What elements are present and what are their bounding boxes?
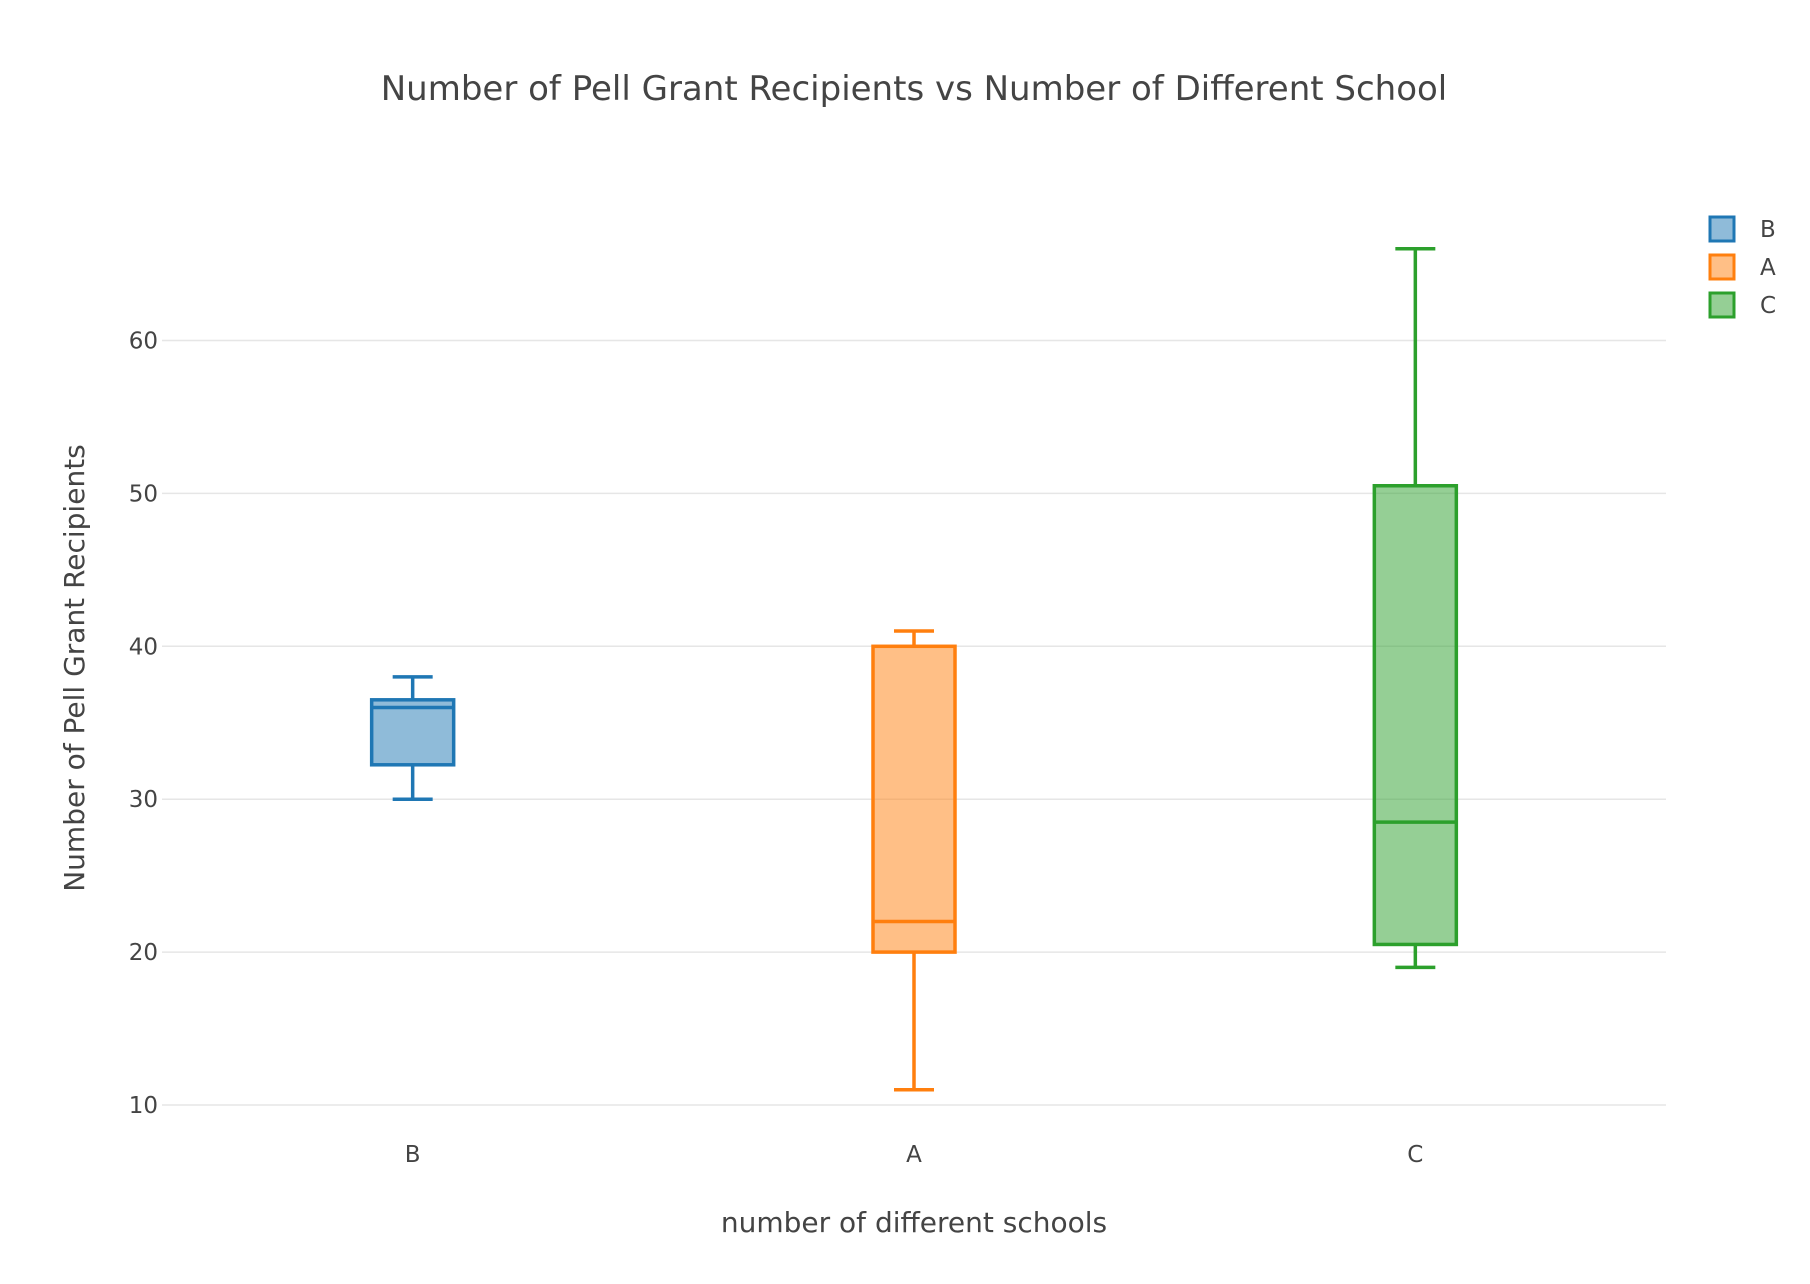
y-tick-label: 10 — [129, 1093, 158, 1119]
y-axis-ticks: 10 20 30 40 50 60 — [129, 329, 158, 1120]
box-B — [369, 675, 456, 801]
y-tick-label: 50 — [129, 481, 158, 507]
legend-item-A[interactable]: A — [1708, 253, 1776, 281]
box-A — [871, 629, 957, 1092]
boxes — [369, 247, 1459, 1092]
x-tick-label: A — [906, 1142, 922, 1168]
box-iqr — [871, 644, 957, 954]
x-tick-label: B — [405, 1142, 421, 1168]
legend-swatch — [1708, 253, 1736, 281]
x-tick-label: C — [1407, 1142, 1423, 1168]
chart-title: Number of Pell Grant Recipients vs Numbe… — [381, 69, 1448, 109]
box-iqr — [369, 698, 456, 767]
y-tick-label: 20 — [129, 940, 158, 966]
box-C — [1372, 247, 1459, 970]
y-axis-title: Number of Pell Grant Recipients — [58, 444, 91, 892]
legend-swatch — [1708, 215, 1736, 243]
legend-label: B — [1760, 217, 1776, 243]
legend-item-C[interactable]: C — [1708, 291, 1776, 319]
y-tick-label: 60 — [129, 329, 158, 355]
x-axis-title: number of different schools — [721, 1206, 1107, 1239]
y-tick-label: 40 — [129, 634, 158, 660]
legend-label: A — [1760, 255, 1776, 281]
legend-swatch — [1708, 291, 1736, 319]
y-tick-label: 30 — [129, 787, 158, 813]
legend-item-B[interactable]: B — [1708, 215, 1776, 243]
legend-label: C — [1760, 293, 1776, 319]
box-iqr — [1372, 484, 1459, 947]
legend[interactable]: BAC — [1708, 215, 1776, 319]
